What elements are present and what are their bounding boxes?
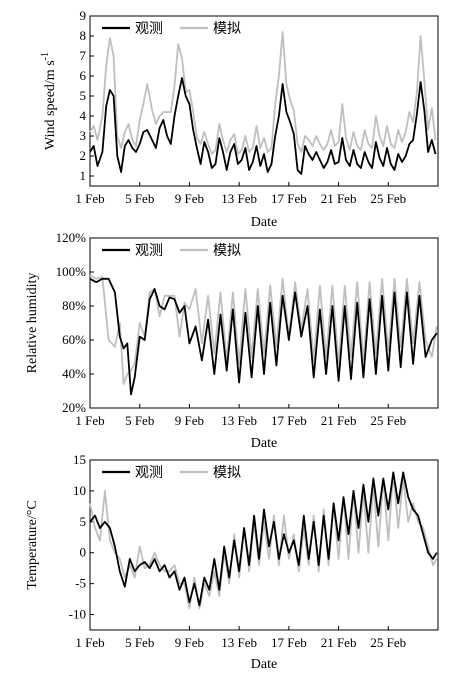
legend-label-observed: 观测 xyxy=(135,243,163,259)
x-tick-label: 13 Feb xyxy=(221,635,257,650)
y-tick-label: 0 xyxy=(80,545,87,560)
y-tick-label: 100% xyxy=(56,264,87,279)
y-tick-label: 1 xyxy=(80,168,87,183)
x-tick-label: 5 Feb xyxy=(125,635,154,650)
x-tick-label: 17 Feb xyxy=(271,191,307,206)
x-tick-label: 21 Feb xyxy=(321,413,357,428)
x-tick-label: 9 Feb xyxy=(175,191,204,206)
x-tick-label: 17 Feb xyxy=(271,635,307,650)
plot-frame xyxy=(89,459,439,631)
x-tick-label: 1 Feb xyxy=(75,413,104,428)
y-axis-label: Wind speed/m s-1 xyxy=(40,52,58,150)
x-tick-label: 5 Feb xyxy=(125,413,154,428)
y-tick-label: 8 xyxy=(80,28,87,43)
y-tick-label: -10 xyxy=(69,607,86,622)
x-tick-label: 21 Feb xyxy=(321,191,357,206)
y-tick-label: 10 xyxy=(73,483,86,498)
y-tick-label: 20% xyxy=(62,400,86,415)
series-line-simulated xyxy=(89,274,438,386)
x-tick-label: 9 Feb xyxy=(175,635,204,650)
series-line-observed xyxy=(89,471,438,607)
series-line-simulated xyxy=(89,31,437,155)
y-tick-label: 80% xyxy=(62,298,86,313)
x-tick-label: 5 Feb xyxy=(125,191,154,206)
x-tick-label: 21 Feb xyxy=(321,635,357,650)
x-tick-label: 25 Feb xyxy=(370,413,406,428)
x-axis-label: Date xyxy=(251,657,277,672)
y-tick-label: 40% xyxy=(62,366,86,381)
y-axis-label: Temperature/°C xyxy=(25,500,40,589)
y-tick-label: 9 xyxy=(80,8,87,23)
x-tick-label: 17 Feb xyxy=(271,413,307,428)
x-axis-label: Date xyxy=(251,215,277,230)
x-tick-label: 9 Feb xyxy=(175,413,204,428)
y-tick-label: 15 xyxy=(73,452,86,467)
x-tick-label: 13 Feb xyxy=(221,191,257,206)
y-tick-label: 7 xyxy=(80,48,87,63)
chart-panel-1: 1 2 3 4 5 6 7 8 9 1 Feb 5 Feb 9 Feb 13 Feb 17 Feb 21 F… xyxy=(40,8,439,230)
x-tick-label: 13 Feb xyxy=(221,413,257,428)
legend-label-observed: 观测 xyxy=(135,21,163,37)
y-axis-label: Relative humidity xyxy=(25,273,40,374)
x-tick-label: 25 Feb xyxy=(370,191,406,206)
x-tick-label: 1 Feb xyxy=(75,635,104,650)
x-tick-label: 25 Feb xyxy=(370,635,406,650)
y-tick-label: 3 xyxy=(80,128,87,143)
y-tick-label: 5 xyxy=(80,514,87,529)
series-line-observed xyxy=(89,77,437,175)
x-tick-label: 1 Feb xyxy=(75,191,104,206)
y-tick-label: 5 xyxy=(80,88,87,103)
y-tick-label: 60% xyxy=(62,332,86,347)
series-line-observed xyxy=(89,277,438,396)
legend-label-simulated: 模拟 xyxy=(213,243,241,259)
chart-panel-2: 20% 40% 60% 80% 100% 120% 1 Feb 5 Feb 9 Feb 13 Fe… xyxy=(25,230,439,451)
x-axis-label: Date xyxy=(251,436,277,451)
y-tick-label: 120% xyxy=(56,230,87,245)
chart-panel-3: -10 -5 0 5 10 15 1 Feb 5 Feb 9 Feb 13 Feb 17 Feb 21… xyxy=(25,452,439,672)
plot-frame xyxy=(89,237,439,409)
y-tick-label: 4 xyxy=(80,108,87,123)
legend-label-observed: 观测 xyxy=(135,465,163,481)
y-tick-label: 2 xyxy=(80,148,87,163)
legend-label-simulated: 模拟 xyxy=(213,21,241,37)
y-axis-label-superscript: -1 xyxy=(40,52,51,60)
legend-label-simulated: 模拟 xyxy=(213,465,241,481)
y-tick-label: 6 xyxy=(80,68,87,83)
y-tick-label: -5 xyxy=(75,576,86,591)
plot-frame xyxy=(89,15,439,187)
